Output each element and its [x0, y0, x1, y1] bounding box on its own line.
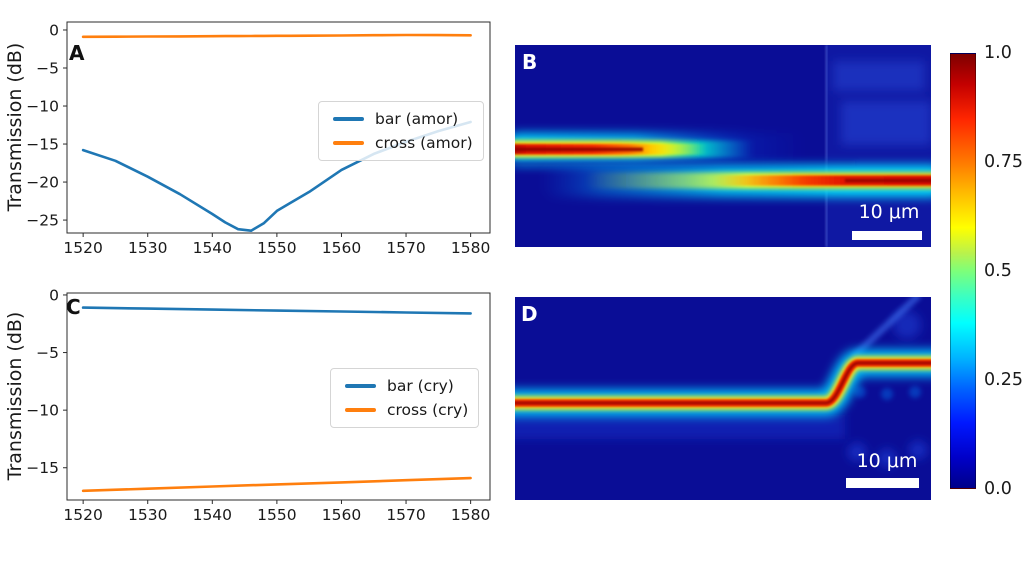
series-line-cross (cry)	[81, 476, 472, 493]
legend-label: cross (amor)	[375, 134, 473, 152]
panel-d-field-image	[515, 297, 931, 500]
x-tick-label: 1520	[63, 239, 102, 257]
x-tick-label: 1540	[193, 506, 232, 524]
panel-b-field-image	[515, 45, 931, 247]
x-tick-label: 1540	[193, 239, 232, 257]
legend-label: bar (cry)	[387, 377, 454, 395]
x-tick-label: 1520	[63, 506, 102, 524]
x-tick-label: 1530	[128, 506, 167, 524]
x-tick-label: 1580	[451, 239, 490, 257]
panel-c-letter: C	[66, 295, 81, 319]
legend-item: bar (cry)	[331, 374, 478, 398]
x-tick-label: 1570	[386, 239, 425, 257]
legend-line-swatch	[333, 117, 364, 121]
panel-d-scalebar	[846, 478, 919, 488]
y-tick-label: 0	[49, 286, 59, 304]
panel-c-legend: bar (cry) cross (cry)	[330, 368, 479, 428]
panel-a-letter: A	[69, 41, 85, 65]
panel-d-scalebar-label: 10 μm	[856, 450, 918, 472]
y-tick-label: −5	[36, 344, 59, 362]
x-tick-label: 1530	[128, 239, 167, 257]
colorbar-tick-label: 0.0	[984, 479, 1012, 499]
x-tick-label: 1550	[257, 239, 296, 257]
colorbar-tick-label: 1.0	[984, 43, 1012, 63]
y-tick-label: 0	[49, 21, 59, 39]
legend-label: bar (amor)	[375, 110, 459, 128]
panel-c-ylabel: Transmission (dB)	[4, 311, 26, 481]
colorbar-tick-label: 0.5	[984, 261, 1012, 281]
x-tick-label: 1550	[257, 506, 296, 524]
x-tick-label: 1560	[322, 506, 361, 524]
panel-d-letter: D	[521, 302, 538, 326]
colorbar-tick-label: 0.25	[984, 370, 1023, 390]
legend-label: cross (cry)	[387, 401, 469, 419]
panel-a-chart: 1520 1530 1540 1550 1560 1570 1580 0 −5 −10 −15 −20…	[26, 21, 491, 257]
y-tick-label: −10	[26, 402, 59, 420]
plot-border	[66, 292, 491, 501]
panel-a-legend: bar (amor) cross (amor)	[318, 101, 484, 161]
panel-b-scalebar	[852, 231, 922, 240]
colorbar	[950, 53, 976, 489]
y-tick-label: −20	[26, 174, 59, 192]
legend-item: cross (amor)	[319, 131, 483, 155]
series-line-bar (cry)	[81, 306, 472, 315]
y-tick-label: −15	[26, 459, 59, 477]
colorbar-ticks: 1.0 0.75 0.5 0.25 0.0	[984, 43, 1024, 499]
legend-line-swatch	[333, 141, 364, 145]
y-tick-label: −25	[26, 212, 59, 230]
legend-line-swatch	[345, 384, 376, 388]
x-tick-label: 1570	[386, 506, 425, 524]
panel-d-heatmap: D 10 μm	[515, 297, 931, 500]
y-tick-label: −10	[26, 98, 59, 116]
legend-item: cross (cry)	[331, 398, 478, 422]
panel-b-scalebar-label: 10 μm	[858, 201, 920, 223]
panel-b-heatmap: B 10 μm	[515, 45, 931, 247]
y-tick-label: −5	[36, 60, 59, 78]
x-tick-label: 1560	[322, 239, 361, 257]
legend-item: bar (amor)	[319, 107, 483, 131]
y-tick-label: −15	[26, 136, 59, 154]
x-tick-label: 1580	[451, 506, 490, 524]
legend-line-swatch	[345, 408, 376, 412]
plot-border	[66, 21, 491, 234]
series-line-cross (amor)	[81, 33, 472, 39]
panel-c-chart: 1520 1530 1540 1550 1560 1570 1580 0 −5 −10 −15	[26, 286, 491, 524]
panel-a-ylabel: Transmission (dB)	[4, 42, 26, 212]
panel-b-letter: B	[522, 50, 538, 74]
colorbar-tick-label: 0.75	[984, 152, 1023, 172]
